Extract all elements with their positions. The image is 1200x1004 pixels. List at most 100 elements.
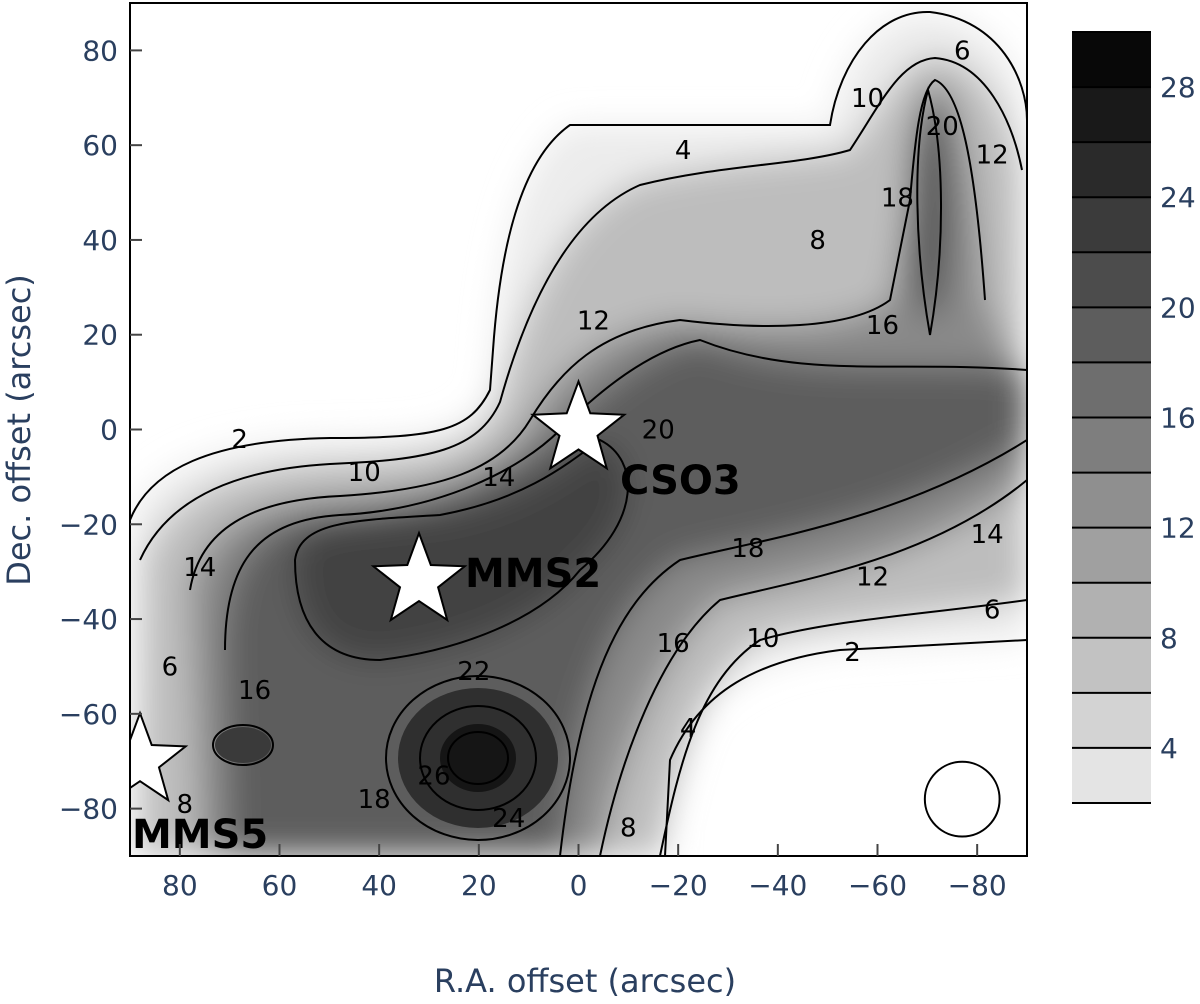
- x-tick-label: 0: [570, 869, 588, 902]
- source-star-cso3: [530, 378, 627, 471]
- colorbar-band: [1072, 87, 1151, 143]
- contour-label: 6: [954, 36, 971, 66]
- contour-line-24: [385, 675, 571, 841]
- x-tick-label: −60: [848, 869, 907, 902]
- contour-label: 18: [881, 183, 914, 213]
- contour-line-10: [139, 56, 1023, 561]
- contour-label: 12: [577, 307, 610, 337]
- contour-label: 22: [457, 657, 490, 687]
- y-tick-label: 20: [82, 319, 118, 352]
- colorbar-band: [1072, 142, 1151, 198]
- contour-label: 14: [183, 553, 216, 583]
- contour-label: 8: [620, 814, 637, 844]
- x-tick-label: −80: [948, 869, 1007, 902]
- colorbar-band: [1072, 417, 1151, 473]
- x-axis-title: R.A. offset (arcsec): [434, 962, 736, 1000]
- source-star-mms2: [370, 530, 468, 623]
- contour-line-20b: [559, 439, 1027, 856]
- colorbar-band: [1072, 252, 1151, 308]
- beam-ellipse: [923, 760, 1001, 838]
- contour-label: 20: [926, 112, 959, 142]
- source-label-mms2: MMS2: [465, 551, 601, 597]
- contour-label: 10: [746, 624, 779, 654]
- source-label-cso3: CSO3: [620, 458, 741, 504]
- y-tick-label: −40: [59, 603, 118, 636]
- source-star-mms5: [130, 710, 189, 803]
- x-tick-label: −40: [748, 869, 807, 902]
- contour-label: 12: [976, 141, 1009, 171]
- x-tick-label: 40: [361, 869, 397, 902]
- contour-line-ridge: [916, 86, 942, 336]
- contour-label: 8: [177, 790, 194, 820]
- source-label-mms5: MMS5: [132, 812, 268, 858]
- y-tick-label: 80: [82, 34, 118, 67]
- contour-line-2: [130, 10, 1027, 521]
- contour-label: 18: [731, 534, 764, 564]
- contour-label: 20: [642, 416, 675, 446]
- y-tick-label: −60: [59, 698, 118, 731]
- contour-line-west-peak: [212, 724, 274, 766]
- contour-label: 6: [984, 596, 1001, 626]
- contour-label: 12: [856, 562, 889, 592]
- colorbar-band: [1072, 692, 1151, 748]
- contour-line-10b: [659, 599, 1027, 856]
- source-markers: CSO3 MMS2 MMS5: [130, 378, 741, 858]
- contour-label: 6: [162, 652, 179, 682]
- contour-label: 14: [482, 463, 515, 493]
- y-tick-label: 0: [100, 414, 118, 447]
- x-tick-label: 20: [461, 869, 497, 902]
- x-tick-label: −20: [649, 869, 708, 902]
- contour-label: 18: [358, 785, 391, 815]
- colorbar-band: [1072, 582, 1151, 638]
- contour-label: 14: [971, 520, 1004, 550]
- colorbar-tick-label: 28: [1160, 71, 1196, 104]
- contour-label: 16: [657, 629, 690, 659]
- y-tick-label: −80: [59, 793, 118, 826]
- colorbar-tick-label: 8: [1160, 622, 1178, 655]
- contour-label: 16: [866, 311, 899, 341]
- colorbar-tick-label: 20: [1160, 291, 1196, 324]
- colorbar-band: [1072, 32, 1151, 88]
- x-axis: 80 60 40 20 0 −20 −40 −60 −80: [162, 844, 1007, 902]
- contour-line-22: [293, 438, 629, 662]
- colorbar-tick-label: 16: [1160, 402, 1196, 435]
- contour-label: 16: [238, 676, 271, 706]
- x-tick-label: 60: [262, 869, 298, 902]
- colorbar: 4 8 12 16 20 24 28: [1072, 31, 1196, 804]
- y-axis: 80 60 40 20 0 −20 −40 −60 −80: [59, 34, 142, 826]
- peak-western: [215, 727, 271, 763]
- y-axis-title: Dec. offset (arcsec): [0, 274, 38, 586]
- colorbar-tick-label: 4: [1160, 732, 1178, 765]
- colorbar-band: [1072, 472, 1151, 528]
- contour-label: 2: [844, 638, 861, 668]
- y-tick-label: 60: [82, 129, 118, 162]
- y-tick-label: −20: [59, 508, 118, 541]
- y-tick-label: 40: [82, 224, 118, 257]
- contour-label: 10: [851, 84, 884, 114]
- contour-label: 2: [231, 425, 248, 455]
- contour-line-28: [447, 731, 509, 785]
- contour-line-16b: [599, 479, 1027, 856]
- colorbar-band: [1072, 527, 1151, 583]
- colorbar-tick-label: 24: [1160, 181, 1196, 214]
- colorbar-band: [1072, 307, 1151, 363]
- contour-line-26: [419, 705, 537, 811]
- contour-label: 4: [675, 136, 692, 166]
- contour-label: 24: [492, 804, 525, 834]
- contour-line-2b: [664, 639, 1027, 856]
- x-tick-label: 80: [162, 869, 198, 902]
- contour-label: 10: [348, 458, 381, 488]
- colorbar-band: [1072, 197, 1151, 253]
- beam-group: [923, 760, 1001, 838]
- colorbar-tick-label: 12: [1160, 512, 1196, 545]
- colorbar-band: [1072, 362, 1151, 418]
- colorbar-band: [1072, 637, 1151, 693]
- contour-label: 4: [680, 714, 697, 744]
- contour-label: 26: [417, 761, 450, 791]
- contour-label: 8: [809, 226, 826, 256]
- peak-southern-core: [440, 724, 516, 792]
- colorbar-band: [1072, 747, 1151, 803]
